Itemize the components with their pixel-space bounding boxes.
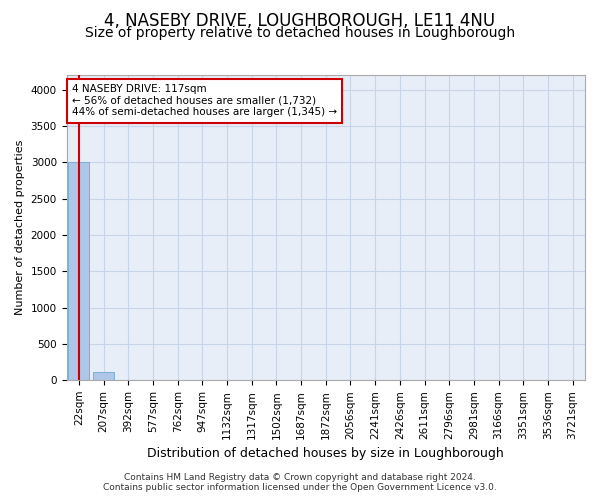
Text: 4 NASEBY DRIVE: 117sqm
← 56% of detached houses are smaller (1,732)
44% of semi-: 4 NASEBY DRIVE: 117sqm ← 56% of detached…	[72, 84, 337, 117]
Bar	[68, 162, 89, 380]
Text: Contains HM Land Registry data © Crown copyright and database right 2024.
Contai: Contains HM Land Registry data © Crown c…	[103, 473, 497, 492]
Text: 4, NASEBY DRIVE, LOUGHBOROUGH, LE11 4NU: 4, NASEBY DRIVE, LOUGHBOROUGH, LE11 4NU	[104, 12, 496, 30]
X-axis label: Distribution of detached houses by size in Loughborough: Distribution of detached houses by size …	[148, 447, 504, 460]
Text: Size of property relative to detached houses in Loughborough: Size of property relative to detached ho…	[85, 26, 515, 40]
Y-axis label: Number of detached properties: Number of detached properties	[15, 140, 25, 316]
Bar	[93, 372, 114, 380]
